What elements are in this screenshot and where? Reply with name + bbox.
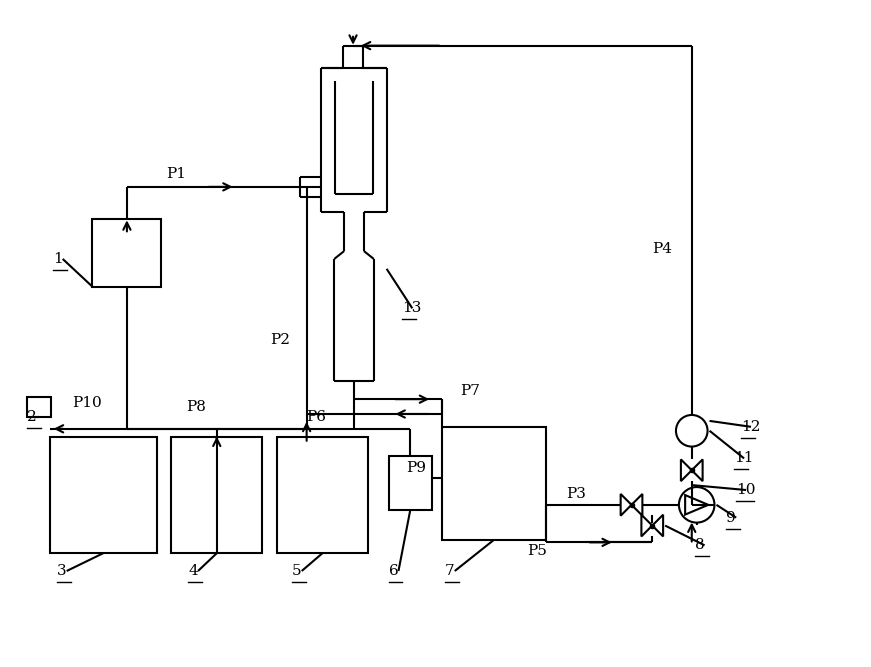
- Bar: [277, 437, 368, 553]
- Text: P4: P4: [652, 242, 672, 256]
- Text: 9: 9: [726, 511, 736, 525]
- Text: 3: 3: [57, 564, 66, 578]
- Text: 7: 7: [445, 564, 455, 578]
- Text: 8: 8: [695, 538, 705, 552]
- Bar: [442, 427, 545, 540]
- Polygon shape: [621, 494, 643, 516]
- Text: P7: P7: [460, 384, 480, 398]
- Text: P9: P9: [407, 462, 427, 476]
- Bar: [50, 437, 157, 553]
- Text: P1: P1: [166, 167, 186, 181]
- Text: P5: P5: [527, 544, 547, 558]
- Circle shape: [676, 415, 707, 447]
- Bar: [388, 456, 432, 510]
- Polygon shape: [641, 515, 663, 536]
- Text: 5: 5: [292, 564, 301, 578]
- Text: P3: P3: [566, 487, 586, 501]
- Text: 13: 13: [402, 301, 422, 315]
- Bar: [172, 437, 262, 553]
- Text: P6: P6: [307, 410, 327, 424]
- Text: P2: P2: [270, 333, 290, 347]
- Circle shape: [679, 487, 714, 523]
- Polygon shape: [685, 495, 708, 515]
- Text: 11: 11: [734, 452, 753, 466]
- Text: 6: 6: [388, 564, 398, 578]
- Text: 1: 1: [53, 252, 63, 266]
- Polygon shape: [681, 460, 703, 481]
- Text: 4: 4: [188, 564, 198, 578]
- Text: 12: 12: [741, 420, 760, 434]
- Bar: [27, 397, 51, 417]
- Text: P10: P10: [72, 396, 102, 410]
- Text: 10: 10: [736, 483, 756, 497]
- Text: 2: 2: [27, 410, 37, 424]
- Bar: [92, 219, 161, 287]
- Text: P8: P8: [186, 400, 206, 414]
